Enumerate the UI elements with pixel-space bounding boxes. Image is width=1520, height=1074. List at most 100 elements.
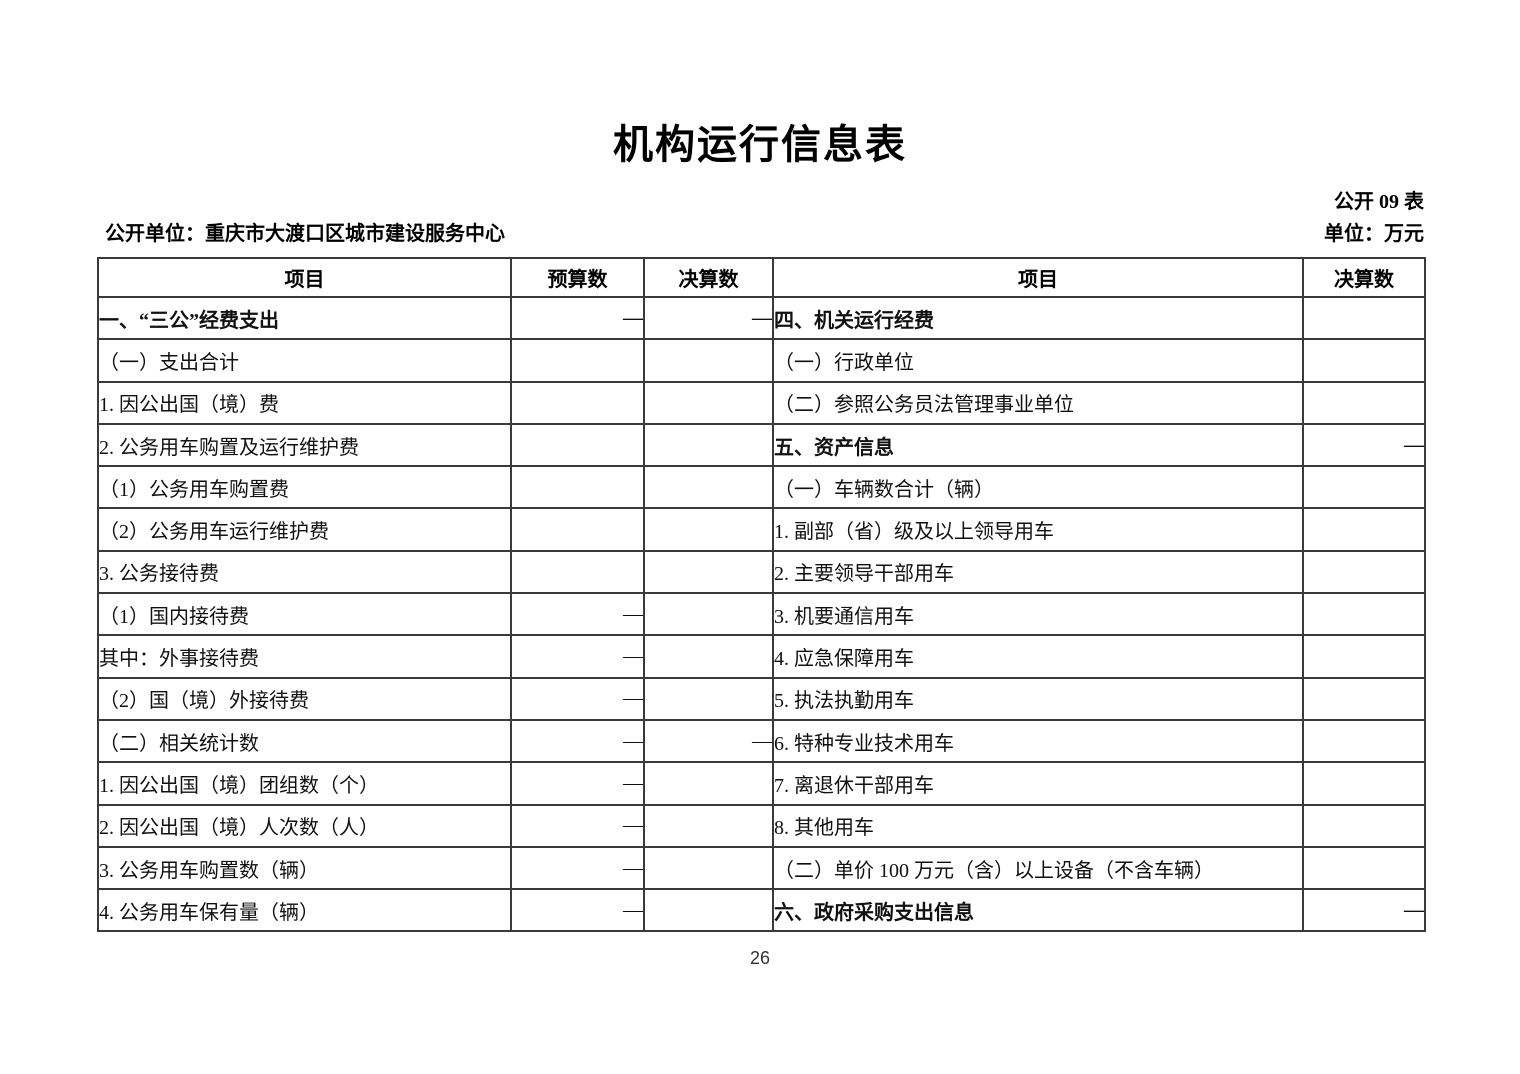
final-cell-right bbox=[1302, 803, 1426, 848]
budget-cell: — bbox=[510, 676, 645, 721]
item-cell-right: 8. 其他用车 bbox=[772, 803, 1304, 848]
institution-operation-table: 项目 预算数 决算数 项目 决算数 一、“三公”经费支出 — — 四、机关运行经… bbox=[97, 257, 1426, 933]
final-cell-left bbox=[643, 888, 774, 933]
final-cell-left bbox=[643, 422, 774, 468]
item-cell-left: （1）国内接待费 bbox=[97, 592, 512, 637]
table-row: 2. 公务用车购置及运行维护费 五、资产信息 — bbox=[97, 422, 1426, 468]
item-cell-left: （1）公务用车购置费 bbox=[97, 465, 512, 510]
table-row: 4. 公务用车保有量（辆） — 六、政府采购支出信息 — bbox=[97, 888, 1426, 933]
final-cell-left: — bbox=[643, 718, 774, 764]
col-header-final-right: 决算数 bbox=[1302, 257, 1426, 298]
item-cell-left: 一、“三公”经费支出 bbox=[97, 295, 512, 341]
table-row: 3. 公务接待费 2. 主要领导干部用车 bbox=[97, 549, 1426, 595]
col-header-item-right: 项目 bbox=[772, 257, 1304, 298]
final-cell-left bbox=[643, 592, 774, 637]
publisher: 公开单位：重庆市大渡口区城市建设服务中心 bbox=[105, 223, 505, 245]
budget-cell bbox=[510, 338, 645, 383]
table-row: （一）支出合计 （一）行政单位 bbox=[97, 338, 1426, 383]
table-code: 公开 09 表 bbox=[1334, 191, 1424, 213]
final-cell-right bbox=[1302, 465, 1426, 510]
table-row: 一、“三公”经费支出 — — 四、机关运行经费 bbox=[97, 295, 1426, 341]
final-cell-left bbox=[643, 634, 774, 679]
budget-cell: — bbox=[510, 718, 645, 764]
final-cell-right bbox=[1302, 592, 1426, 637]
budget-cell: — bbox=[510, 803, 645, 848]
header-row: 项目 预算数 决算数 项目 决算数 bbox=[97, 257, 1426, 298]
final-cell-left bbox=[643, 676, 774, 721]
final-cell-left bbox=[643, 465, 774, 510]
item-cell-left: 2. 公务用车购置及运行维护费 bbox=[97, 422, 512, 468]
table-row: 1. 因公出国（境）团组数（个） — 7. 离退休干部用车 bbox=[97, 761, 1426, 806]
item-cell-right: （二）参照公务员法管理事业单位 bbox=[772, 380, 1304, 425]
item-cell-left: （2）国（境）外接待费 bbox=[97, 676, 512, 721]
item-cell-left: 1. 因公出国（境）团组数（个） bbox=[97, 761, 512, 806]
table-row: （二）相关统计数 — — 6. 特种专业技术用车 bbox=[97, 718, 1426, 764]
table-row: 3. 公务用车购置数（辆） — （二）单价 100 万元（含）以上设备（不含车辆… bbox=[97, 845, 1426, 891]
item-cell-right: 7. 离退休干部用车 bbox=[772, 761, 1304, 806]
item-cell-right: 1. 副部（省）级及以上领导用车 bbox=[772, 507, 1304, 552]
item-cell-left: 其中：外事接待费 bbox=[97, 634, 512, 679]
final-cell-right bbox=[1302, 549, 1426, 595]
final-cell-left bbox=[643, 761, 774, 806]
col-header-budget: 预算数 bbox=[510, 257, 645, 298]
item-cell-left: 2. 因公出国（境）人次数（人） bbox=[97, 803, 512, 848]
page-number: 26 bbox=[749, 948, 771, 968]
final-cell-left bbox=[643, 380, 774, 425]
budget-cell bbox=[510, 465, 645, 510]
final-cell-right bbox=[1302, 761, 1426, 806]
table-row: 2. 因公出国（境）人次数（人） — 8. 其他用车 bbox=[97, 803, 1426, 848]
item-cell-right: （二）单价 100 万元（含）以上设备（不含车辆） bbox=[772, 845, 1304, 891]
item-cell-left: （二）相关统计数 bbox=[97, 718, 512, 764]
budget-cell bbox=[510, 380, 645, 425]
unit-note: 单位：万元 bbox=[1324, 223, 1424, 245]
final-cell-right: — bbox=[1302, 422, 1426, 468]
final-cell-right bbox=[1302, 845, 1426, 891]
final-cell-right bbox=[1302, 507, 1426, 552]
budget-cell: — bbox=[510, 634, 645, 679]
item-cell-left: 1. 因公出国（境）费 bbox=[97, 380, 512, 425]
budget-cell: — bbox=[510, 888, 645, 933]
final-cell-left bbox=[643, 549, 774, 595]
table-row: 1. 因公出国（境）费 （二）参照公务员法管理事业单位 bbox=[97, 380, 1426, 425]
header-meta-right: 公开 09 表 单位：万元 bbox=[1324, 186, 1424, 250]
budget-cell bbox=[510, 549, 645, 595]
budget-cell bbox=[510, 422, 645, 468]
col-header-item-left: 项目 bbox=[97, 257, 512, 298]
table-row: （2）公务用车运行维护费 1. 副部（省）级及以上领导用车 bbox=[97, 507, 1426, 552]
final-cell-left bbox=[643, 803, 774, 848]
budget-cell: — bbox=[510, 761, 645, 806]
budget-cell bbox=[510, 507, 645, 552]
item-cell-right: 四、机关运行经费 bbox=[772, 295, 1304, 341]
item-cell-right: （一）车辆数合计（辆） bbox=[772, 465, 1304, 510]
final-cell-right bbox=[1302, 380, 1426, 425]
item-cell-left: 3. 公务用车购置数（辆） bbox=[97, 845, 512, 891]
final-cell-left bbox=[643, 338, 774, 383]
item-cell-right: 5. 执法执勤用车 bbox=[772, 676, 1304, 721]
final-cell-right bbox=[1302, 676, 1426, 721]
final-cell-right: — bbox=[1302, 888, 1426, 933]
item-cell-left: （2）公务用车运行维护费 bbox=[97, 507, 512, 552]
final-cell-left bbox=[643, 845, 774, 891]
budget-cell: — bbox=[510, 845, 645, 891]
table-row: 其中：外事接待费 — 4. 应急保障用车 bbox=[97, 634, 1426, 679]
item-cell-right: 4. 应急保障用车 bbox=[772, 634, 1304, 679]
item-cell-left: （一）支出合计 bbox=[97, 338, 512, 383]
col-header-final-left: 决算数 bbox=[643, 257, 774, 298]
final-cell-left bbox=[643, 507, 774, 552]
item-cell-left: 4. 公务用车保有量（辆） bbox=[97, 888, 512, 933]
item-cell-left: 3. 公务接待费 bbox=[97, 549, 512, 595]
final-cell-right bbox=[1302, 338, 1426, 383]
item-cell-right: 6. 特种专业技术用车 bbox=[772, 718, 1304, 764]
item-cell-right: 3. 机要通信用车 bbox=[772, 592, 1304, 637]
final-cell-right bbox=[1302, 295, 1426, 341]
final-cell-left: — bbox=[643, 295, 774, 341]
item-cell-right: 2. 主要领导干部用车 bbox=[772, 549, 1304, 595]
budget-cell: — bbox=[510, 592, 645, 637]
table-row: （1）公务用车购置费 （一）车辆数合计（辆） bbox=[97, 465, 1426, 510]
item-cell-right: （一）行政单位 bbox=[772, 338, 1304, 383]
table-row: （2）国（境）外接待费 — 5. 执法执勤用车 bbox=[97, 676, 1426, 721]
budget-cell: — bbox=[510, 295, 645, 341]
table-row: （1）国内接待费 — 3. 机要通信用车 bbox=[97, 592, 1426, 637]
item-cell-right: 五、资产信息 bbox=[772, 422, 1304, 468]
